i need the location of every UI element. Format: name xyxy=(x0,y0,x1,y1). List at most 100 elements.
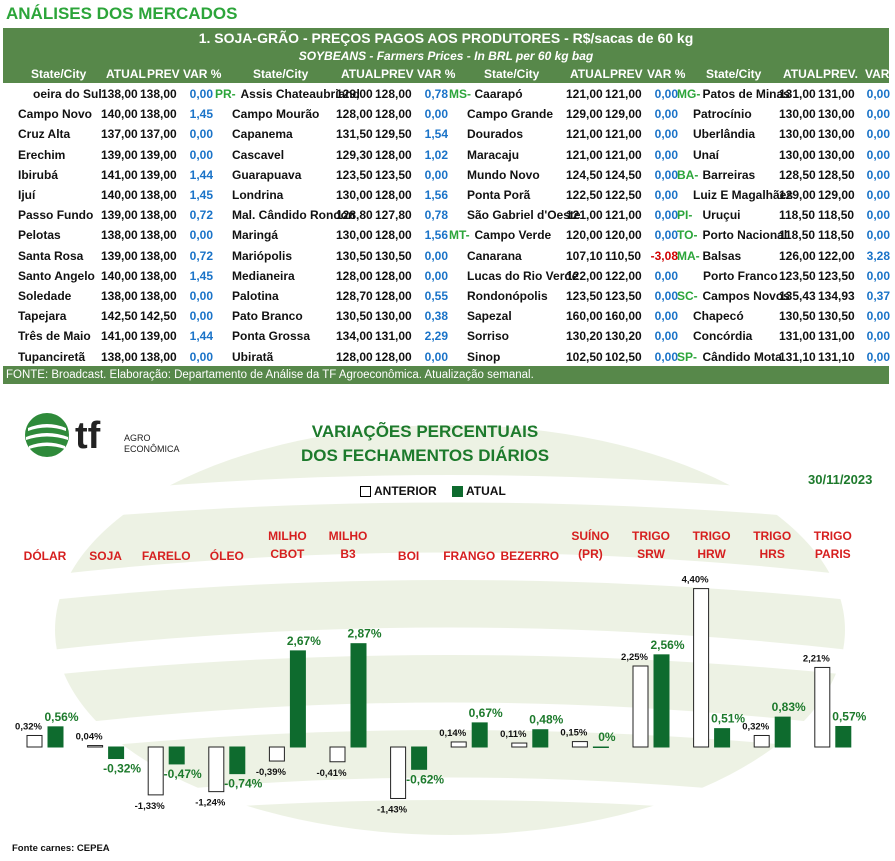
data-label-atual: 2,56% xyxy=(650,638,684,652)
category-label: SRW xyxy=(637,547,665,561)
chart-date: 30/11/2023 xyxy=(808,472,873,487)
bar-atual xyxy=(592,746,609,748)
prev-value: 129,00 xyxy=(605,107,642,122)
prev-value: 131,00 xyxy=(818,329,855,344)
atual-value: 123,50 xyxy=(566,289,603,303)
atual-value: 130,50 xyxy=(336,309,373,324)
legend-anterior: ANTERIOR xyxy=(360,484,437,498)
data-label-atual: 0,56% xyxy=(44,710,78,724)
atual-value: 131,10 xyxy=(779,349,816,364)
chart-svg: 0,32%0,56%0,04%-0,32%-1,33%-0,47%-1,24%-… xyxy=(15,425,867,835)
atual-value: 129,00 xyxy=(566,107,603,122)
var-value: 0,00 xyxy=(654,329,678,344)
city-name: Campo Novo xyxy=(18,107,93,122)
prev-value: 128,00 xyxy=(375,107,412,122)
atual-value: 129,00 xyxy=(779,188,816,202)
atual-value: 123,50 xyxy=(336,167,373,182)
prev-value: 138,00 xyxy=(140,268,177,283)
category-label: TRIGO xyxy=(632,529,670,543)
atual-value: 128,80 xyxy=(336,208,373,223)
data-label-atual: 2,87% xyxy=(347,627,381,641)
data-label-anterior: 0,14% xyxy=(439,728,466,739)
bar-atual xyxy=(714,728,731,748)
city-name: Uberlândia xyxy=(693,127,756,142)
state-prefix: MS- xyxy=(449,87,471,101)
atual-value: 139,00 xyxy=(101,248,138,263)
atual-value: 130,00 xyxy=(336,228,373,243)
header-prev-3: PREV. xyxy=(823,67,858,81)
atual-value: 128,70 xyxy=(336,289,373,303)
prev-value: 130,50 xyxy=(375,248,412,263)
city-name: Erechim xyxy=(18,147,66,162)
prev-value: 128,00 xyxy=(375,228,412,243)
atual-value: 122,50 xyxy=(566,188,603,202)
bar-anterior xyxy=(147,746,164,796)
bar-atual xyxy=(350,643,367,748)
prev-value: 138,00 xyxy=(140,188,177,202)
prev-value: 130,00 xyxy=(818,107,855,122)
city-name: Barreiras xyxy=(702,167,756,182)
bar-atual xyxy=(108,746,125,760)
prev-value: 124,50 xyxy=(605,167,642,182)
header-prev-2: PREV xyxy=(610,67,643,81)
category-label: CBOT xyxy=(270,547,305,561)
atual-value: 134,00 xyxy=(336,329,373,344)
var-value: 0,00 xyxy=(866,268,890,283)
category-label: TRIGO xyxy=(693,529,731,543)
logo-line1: AGRO xyxy=(124,433,151,443)
city-name: Sapezal xyxy=(467,309,512,324)
atual-value: 121,00 xyxy=(566,208,603,223)
atual-value: 124,50 xyxy=(566,167,603,182)
var-value: 0,00 xyxy=(189,147,213,162)
prev-value: 138,00 xyxy=(140,208,177,223)
data-label-anterior: 0,32% xyxy=(742,721,769,732)
city-name: Canarana xyxy=(467,248,522,263)
var-value: 0,00 xyxy=(424,167,448,182)
table-subtitle: SOYBEANS - Farmers Prices - In BRL per 6… xyxy=(3,48,889,65)
var-value: 2,29 xyxy=(424,329,448,344)
bar-atual xyxy=(532,729,549,748)
var-value: 0,00 xyxy=(654,268,678,283)
bar-atual xyxy=(47,726,64,748)
atual-value: 130,00 xyxy=(779,107,816,122)
atual-value: 131,00 xyxy=(779,329,816,344)
header-prev-0: PREV xyxy=(147,67,180,81)
atual-value: 140,00 xyxy=(101,107,138,122)
category-label: (PR) xyxy=(578,547,603,561)
bar-anterior xyxy=(450,741,467,748)
city-name: Soledade xyxy=(18,289,72,303)
city-name: Maracaju xyxy=(467,147,520,162)
prev-value: 138,00 xyxy=(140,349,177,364)
prev-value: 123,50 xyxy=(818,268,855,283)
chart-subtitle: DOS FECHAMENTOS DIÁRIOS xyxy=(300,446,550,465)
var-value: 0,00 xyxy=(866,188,890,202)
bar-atual xyxy=(774,716,791,748)
atual-value: 130,00 xyxy=(336,188,373,202)
header-var-2: VAR % xyxy=(647,67,686,81)
prev-value: 131,00 xyxy=(375,329,412,344)
var-value: 0,00 xyxy=(654,228,678,243)
prev-value: 138,00 xyxy=(140,248,177,263)
category-label: DÓLAR xyxy=(24,548,67,563)
var-value: -3,08 xyxy=(650,248,678,263)
city-name: Rondonópolis xyxy=(467,289,548,303)
var-value: 0,00 xyxy=(866,87,890,101)
city-name: Sorriso xyxy=(467,329,510,344)
atual-value: 130,00 xyxy=(779,147,816,162)
bar-anterior xyxy=(511,742,528,748)
prev-value: 138,00 xyxy=(140,228,177,243)
category-labels: DÓLAR SOJA FARELO ÓLEO MILHO CBOT MILHO B3 BOI FR… xyxy=(24,528,852,563)
atual-value: 123,50 xyxy=(779,268,816,283)
chart-legend: ANTERIOR ATUAL xyxy=(360,484,518,498)
city-name: Pelotas xyxy=(18,228,61,243)
atual-value: 102,50 xyxy=(566,349,603,364)
var-value: 1,45 xyxy=(189,268,213,283)
variations-chart: 0,32% 0,56% 0,04% -0,32% -1,33% -0,47% -1,24% -… xyxy=(0,400,895,861)
atual-value: 130,20 xyxy=(566,329,603,344)
header-city-1: State/City xyxy=(253,67,309,81)
atual-value: 140,00 xyxy=(101,188,138,202)
city-name: Dourados xyxy=(467,127,524,142)
city-name: Campo Verde xyxy=(474,228,552,243)
bar-anterior xyxy=(26,734,43,748)
prev-value: 130,00 xyxy=(375,309,412,324)
